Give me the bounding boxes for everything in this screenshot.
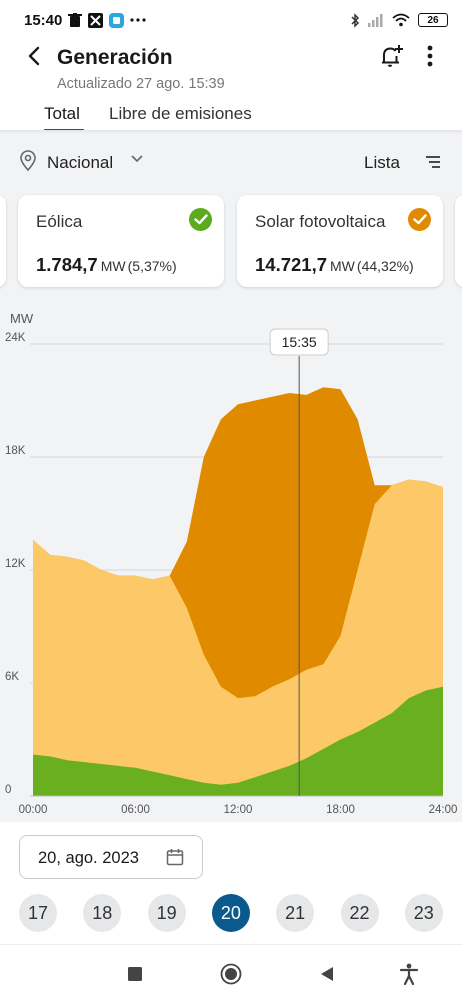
day-22[interactable]: 22	[340, 894, 379, 932]
more-dots-icon	[130, 18, 146, 22]
y-tick-label: 6K	[5, 671, 19, 683]
status-time: 15:40	[24, 11, 63, 29]
recent-apps-button[interactable]	[124, 963, 146, 985]
chart-svg[interactable]: MW 0 6K 12K 18K 24K 00:00 06:00 12:00 18:00 24:00 1…	[0, 296, 462, 820]
day-23[interactable]: 23	[404, 894, 443, 932]
back-nav-button[interactable]	[316, 963, 338, 985]
card-unit: MW	[330, 258, 355, 274]
notification-add-button[interactable]	[378, 42, 406, 70]
wifi-icon	[392, 13, 410, 27]
more-options-button[interactable]	[418, 42, 442, 70]
accessibility-icon	[399, 963, 419, 985]
date-picker-field[interactable]: 20, ago. 2023	[19, 835, 203, 879]
app-header: Generación Actualizado 27 ago. 15:39 Tot…	[0, 40, 462, 132]
tab-total[interactable]: Total	[44, 104, 80, 123]
y-tick-label: 12K	[5, 558, 26, 570]
trash-icon	[68, 12, 83, 28]
updated-subtitle: Actualizado 27 ago. 15:39	[57, 76, 225, 92]
back-arrow-icon	[28, 46, 40, 66]
x-tick-label: 12:00	[224, 804, 253, 816]
cursor-label-box	[269, 328, 329, 356]
card-percent: (44,32%)	[356, 258, 414, 274]
list-view-button[interactable]: Lista	[364, 153, 400, 172]
card-value: 1.784,7	[36, 254, 98, 275]
list-sort-icon[interactable]	[424, 154, 442, 170]
card-eolica[interactable]: Eólica 1.784,7 MW (5,37%)	[18, 195, 224, 287]
tab-bar: Total Libre de emisiones	[0, 102, 462, 132]
app-icon	[88, 12, 104, 28]
accessibility-button[interactable]	[398, 963, 420, 985]
date-text: 20, ago. 2023	[38, 849, 139, 867]
bluetooth-icon	[350, 12, 360, 28]
filter-row: Nacional Lista	[0, 140, 462, 184]
bell-plus-icon	[382, 45, 403, 67]
date-section: 20, ago. 2023 17 18 19 20 21 22 23	[0, 822, 462, 940]
day-17[interactable]: 17	[19, 894, 57, 932]
cursor-label: 15:35	[282, 334, 317, 350]
card-percent: (5,37%)	[127, 258, 177, 274]
page-title: Generación	[57, 46, 173, 69]
home-circle-icon	[220, 963, 242, 985]
header-shadow	[0, 130, 462, 134]
status-bar: 15:40 26	[0, 0, 462, 40]
location-selector[interactable]: Nacional	[47, 153, 114, 172]
card-name: Solar fotovoltaica	[255, 212, 386, 231]
card-solar-fotovoltaica[interactable]: Solar fotovoltaica 14.721,7 MW (44,32%)	[237, 195, 443, 287]
y-tick-label: 18K	[5, 445, 26, 457]
area-green	[33, 686, 443, 796]
day-18[interactable]: 18	[83, 894, 122, 932]
tab-libre-de-emisiones[interactable]: Libre de emisiones	[109, 104, 252, 123]
more-vertical-icon	[427, 45, 433, 67]
chevron-down-icon[interactable]	[130, 152, 144, 166]
y-axis-unit: MW	[10, 311, 34, 326]
x-tick-label: 24:00	[429, 804, 458, 816]
app-square-icon	[109, 12, 125, 28]
generation-chart[interactable]: MW 0 6K 12K 18K 24K 00:00 06:00 12:00 18:00 24:00 1…	[0, 296, 462, 820]
area-light-orange	[33, 479, 443, 796]
home-button[interactable]	[220, 963, 242, 985]
day-19[interactable]: 19	[147, 894, 186, 932]
y-tick-label: 0	[5, 784, 11, 796]
signal-icon	[368, 13, 384, 27]
system-nav-bar	[0, 944, 462, 1000]
location-pin-icon	[20, 150, 36, 172]
card-unit: MW	[100, 258, 126, 274]
check-icon[interactable]	[408, 208, 431, 231]
calendar-icon	[166, 849, 184, 866]
back-triangle-icon	[321, 967, 333, 981]
square-icon	[128, 967, 142, 981]
back-button[interactable]	[22, 44, 46, 68]
card-name: Eólica	[36, 212, 83, 231]
x-tick-label: 00:00	[19, 804, 48, 816]
x-tick-label: 18:00	[326, 804, 355, 816]
x-tick-label: 06:00	[121, 804, 150, 816]
card-value: 14.721,7	[255, 254, 328, 275]
battery-icon: 26	[418, 13, 448, 27]
card-previous-partial[interactable]	[0, 195, 6, 287]
y-tick-label: 24K	[5, 332, 26, 344]
check-icon[interactable]	[189, 208, 212, 231]
day-21[interactable]: 21	[276, 894, 315, 932]
card-next-partial[interactable]	[455, 195, 462, 287]
day-20[interactable]: 20	[211, 894, 250, 932]
